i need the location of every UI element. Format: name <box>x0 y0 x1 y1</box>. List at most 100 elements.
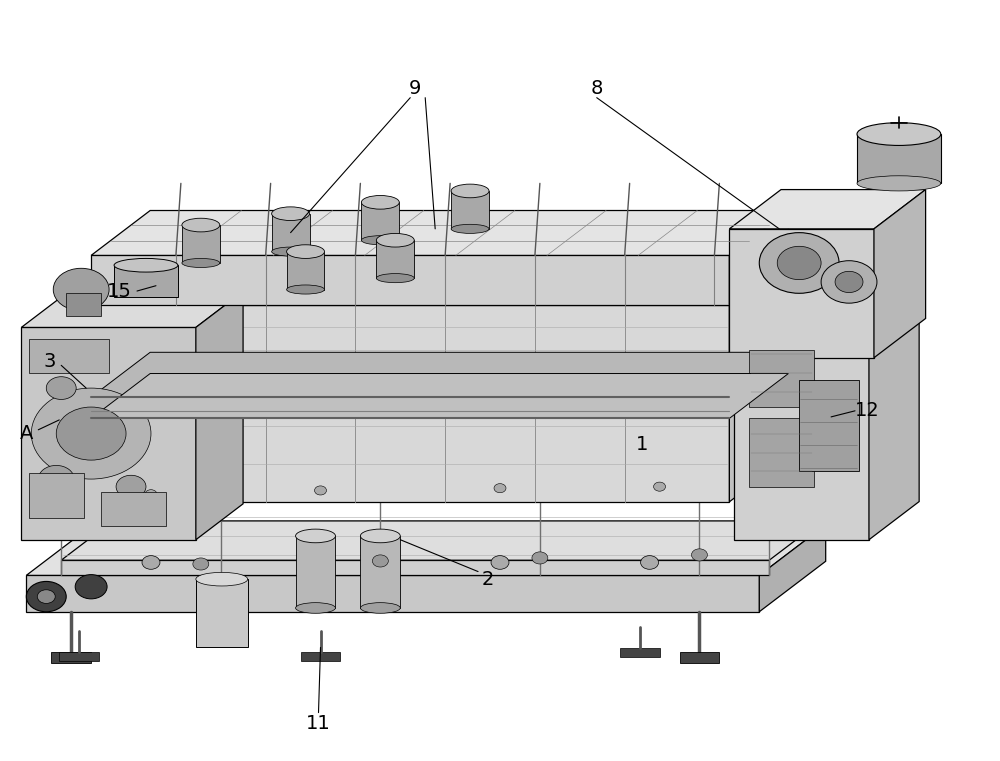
Ellipse shape <box>451 184 489 198</box>
Circle shape <box>56 407 126 460</box>
Circle shape <box>372 555 388 567</box>
Polygon shape <box>729 211 788 304</box>
Bar <box>360 536 400 608</box>
Bar <box>196 579 248 648</box>
Circle shape <box>31 388 151 479</box>
Bar <box>287 252 324 289</box>
Ellipse shape <box>361 236 399 245</box>
Circle shape <box>691 549 707 561</box>
Ellipse shape <box>296 529 335 543</box>
Ellipse shape <box>114 259 178 272</box>
Text: 11: 11 <box>306 714 331 733</box>
Circle shape <box>193 558 209 570</box>
Polygon shape <box>21 291 243 327</box>
Bar <box>51 652 91 663</box>
Circle shape <box>835 272 863 292</box>
Polygon shape <box>729 189 926 229</box>
Ellipse shape <box>360 529 400 543</box>
Circle shape <box>75 575 107 599</box>
Text: 8: 8 <box>591 79 603 98</box>
Circle shape <box>46 377 76 400</box>
Text: 3: 3 <box>43 352 55 371</box>
Circle shape <box>312 556 329 569</box>
Polygon shape <box>734 335 869 540</box>
Ellipse shape <box>296 603 335 613</box>
Text: 1: 1 <box>635 435 648 454</box>
Ellipse shape <box>361 196 399 209</box>
Bar <box>749 350 814 407</box>
Polygon shape <box>91 256 729 304</box>
Circle shape <box>654 482 666 491</box>
Text: A: A <box>20 424 33 443</box>
Polygon shape <box>150 260 788 457</box>
Circle shape <box>821 261 877 303</box>
Polygon shape <box>869 297 919 540</box>
Circle shape <box>641 556 659 569</box>
Bar <box>66 293 101 316</box>
Polygon shape <box>61 521 821 560</box>
Bar <box>361 202 399 240</box>
Ellipse shape <box>272 247 310 256</box>
Bar <box>857 134 941 183</box>
Bar <box>29 339 109 373</box>
Polygon shape <box>91 352 788 397</box>
Ellipse shape <box>376 234 414 247</box>
Ellipse shape <box>182 259 220 268</box>
Bar <box>680 652 719 663</box>
Polygon shape <box>729 260 788 501</box>
Text: 9: 9 <box>409 79 421 98</box>
Polygon shape <box>61 560 769 575</box>
Ellipse shape <box>272 207 310 221</box>
Polygon shape <box>26 525 826 575</box>
Ellipse shape <box>451 224 489 234</box>
Polygon shape <box>874 189 926 358</box>
Ellipse shape <box>360 603 400 613</box>
Polygon shape <box>729 229 874 358</box>
Bar <box>296 536 335 608</box>
Bar <box>799 380 859 472</box>
Ellipse shape <box>857 123 941 145</box>
Circle shape <box>53 269 109 310</box>
Ellipse shape <box>857 176 941 191</box>
Polygon shape <box>91 304 729 501</box>
Bar <box>301 652 340 661</box>
Polygon shape <box>113 521 821 536</box>
Polygon shape <box>734 297 919 335</box>
Polygon shape <box>21 327 196 540</box>
Circle shape <box>134 387 158 405</box>
Circle shape <box>759 233 839 293</box>
Ellipse shape <box>182 218 220 232</box>
Circle shape <box>116 476 146 498</box>
Circle shape <box>145 489 157 498</box>
Circle shape <box>777 247 821 279</box>
Bar <box>749 419 814 486</box>
Circle shape <box>532 552 548 564</box>
Bar <box>182 225 220 263</box>
Bar <box>59 652 99 661</box>
Text: 12: 12 <box>855 401 879 420</box>
Ellipse shape <box>287 245 324 259</box>
Bar <box>272 214 310 252</box>
Polygon shape <box>91 211 788 256</box>
Bar <box>620 648 660 658</box>
Polygon shape <box>91 374 788 419</box>
Circle shape <box>494 484 506 492</box>
Text: 15: 15 <box>107 282 131 301</box>
Bar <box>101 492 166 526</box>
Ellipse shape <box>196 572 248 586</box>
Bar <box>114 266 178 297</box>
Polygon shape <box>26 575 759 612</box>
Bar <box>29 473 84 518</box>
Ellipse shape <box>287 285 324 294</box>
Polygon shape <box>759 525 826 612</box>
Bar <box>376 240 414 278</box>
Polygon shape <box>91 260 788 304</box>
Bar <box>451 191 489 229</box>
Circle shape <box>491 556 509 569</box>
Ellipse shape <box>376 274 414 282</box>
Circle shape <box>315 486 326 495</box>
Text: 2: 2 <box>482 570 494 589</box>
Circle shape <box>38 466 74 492</box>
Polygon shape <box>196 291 243 540</box>
Circle shape <box>142 556 160 569</box>
